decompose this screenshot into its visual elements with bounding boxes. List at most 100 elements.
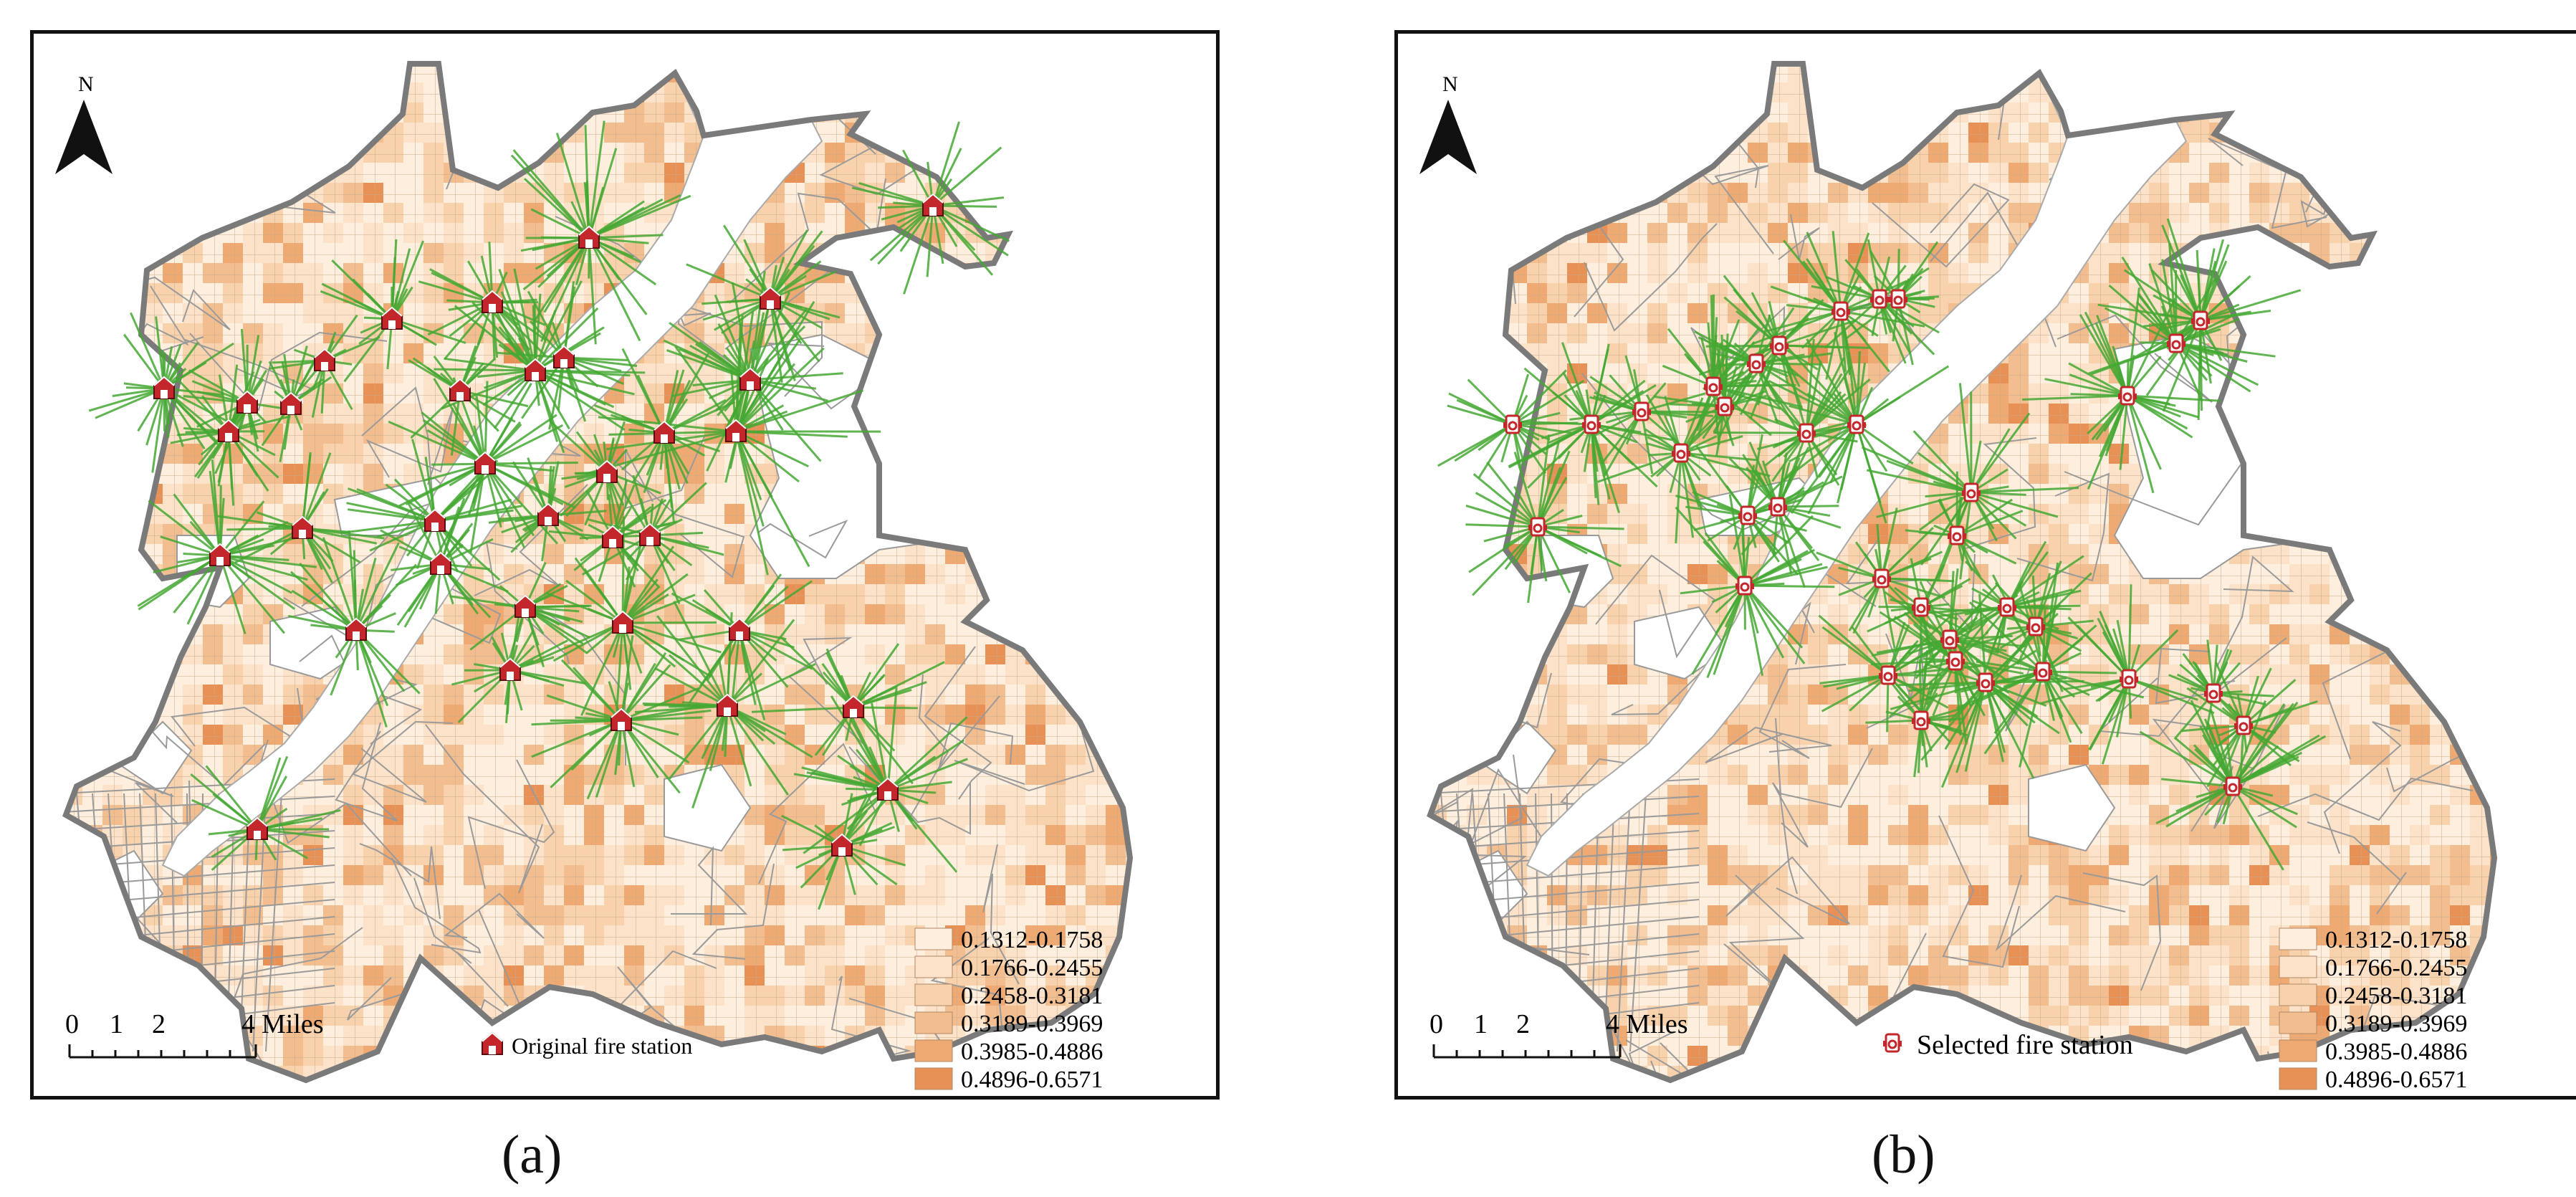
legend-label: 0.3985-0.4886 — [2325, 1039, 2467, 1065]
scale-tick-2: 2 — [1516, 1009, 1530, 1039]
scale-tick-3: 4 — [1606, 1009, 1619, 1039]
fire-hydrant-icon — [2026, 616, 2045, 636]
fire-station-house-icon — [345, 617, 367, 641]
fire-station-house-icon — [725, 419, 747, 442]
fire-station-house-icon — [430, 551, 451, 575]
fire-hydrant-icon — [1872, 568, 1891, 588]
fire-stations-a — [153, 193, 944, 857]
station-legend-label: Original fire station — [512, 1033, 692, 1059]
scale-tick-3: 4 — [241, 1009, 255, 1039]
fire-hydrant-icon — [1704, 376, 1723, 396]
north-arrow: N — [55, 72, 112, 174]
fire-hydrant-icon — [2204, 683, 2223, 703]
scale-tick-0: 0 — [1430, 1009, 1443, 1039]
fire-stations-b — [1503, 289, 2253, 796]
fire-station-house-icon — [602, 525, 623, 548]
fire-station-house-icon — [578, 225, 600, 249]
fire-hydrant-icon — [1747, 353, 1766, 373]
north-arrow-icon — [55, 100, 112, 174]
fire-hydrant-icon — [1770, 335, 1789, 356]
fire-station-house-icon — [537, 502, 559, 526]
fire-hydrant-icon — [1912, 597, 1930, 617]
fire-hydrant-icon — [1946, 651, 1965, 671]
fire-hydrant-icon — [1797, 423, 1816, 443]
fire-station-house-icon — [280, 391, 302, 415]
fire-hydrant-icon — [1940, 629, 1959, 649]
legend-swatch — [914, 1067, 953, 1090]
fire-hydrant-icon — [1715, 396, 1734, 416]
scale-tick-2: 2 — [152, 1009, 166, 1039]
fire-station-house-icon — [612, 610, 633, 634]
legend-label: 0.2458-0.3181 — [961, 983, 1103, 1009]
fire-station-house-icon — [739, 367, 761, 391]
legend-label: 0.3985-0.4886 — [961, 1039, 1103, 1065]
study-area-boundary — [1427, 61, 2498, 1084]
north-arrow: N — [1419, 72, 1477, 174]
density-legend: 0.1312-0.17580.1766-0.24550.2458-0.31810… — [2279, 927, 2467, 1093]
scale-tick-0: 0 — [65, 1009, 79, 1039]
legend-swatch — [914, 983, 953, 1006]
fire-station-house-icon — [449, 378, 471, 401]
north-arrow-icon — [1419, 100, 1477, 174]
legend-swatch — [914, 1039, 953, 1062]
panel-caption-b: (b) — [1872, 1125, 1935, 1185]
scale-bar-line — [1432, 1044, 1622, 1059]
fire-hydrant-icon — [1738, 505, 1757, 525]
fire-station-house-icon — [553, 345, 575, 368]
fire-station-house-icon — [424, 508, 446, 532]
fire-station-house-icon — [482, 1031, 503, 1055]
station-legend-label: Selected fire station — [1917, 1030, 2133, 1060]
map-panel-a: N 0 1 2 4 Miles Original fire station 0.… — [30, 30, 1220, 1100]
fire-station-house-icon — [209, 543, 231, 566]
fire-hydrant-icon — [1998, 597, 2016, 617]
fire-hydrant-icon — [1976, 672, 1995, 692]
legend-swatch — [2279, 983, 2317, 1006]
yangtze-river — [1526, 72, 2188, 877]
scale-bar: 0 1 2 4 Miles — [65, 1009, 324, 1059]
fire-station-house-icon — [218, 419, 239, 442]
fire-hydrant-icon — [1632, 401, 1651, 421]
fire-station-house-icon — [246, 816, 268, 840]
fire-station-house-icon — [717, 693, 738, 717]
north-label: N — [1442, 72, 1458, 96]
fire-station-house-icon — [639, 523, 661, 546]
fire-hydrant-icon — [2223, 776, 2242, 796]
legend-swatch — [2279, 1067, 2317, 1090]
density-legend: 0.1312-0.17580.1766-0.24550.2458-0.31810… — [914, 927, 1103, 1093]
scale-tick-1: 1 — [1474, 1009, 1488, 1039]
fire-hydrant-icon — [1847, 414, 1866, 434]
station-legend: Original fire station — [482, 1031, 692, 1059]
legend-label: 0.4896-0.6571 — [961, 1067, 1103, 1093]
fire-hydrant-icon — [1672, 443, 1690, 463]
fire-station-house-icon — [474, 451, 496, 474]
legend-label: 0.2458-0.3181 — [2325, 983, 2467, 1009]
fire-station-house-icon — [596, 459, 618, 483]
fire-station-house-icon — [729, 617, 750, 641]
fire-station-house-icon — [760, 286, 781, 310]
map-panel-b: N 0 1 2 4 Miles Selected fire station 0.… — [1394, 30, 2576, 1100]
fire-station-house-icon — [499, 657, 521, 681]
fire-hydrant-icon — [2120, 669, 2138, 689]
panel-caption-a: (a) — [502, 1125, 562, 1185]
fire-station-house-icon — [381, 306, 403, 330]
fire-station-house-icon — [525, 358, 546, 381]
legend-label: 0.4896-0.6571 — [2325, 1067, 2467, 1093]
fire-hydrant-icon — [2191, 310, 2210, 330]
legend-label: 0.1766-0.2455 — [961, 955, 1103, 981]
fire-station-house-icon — [611, 707, 632, 731]
north-label: N — [78, 72, 94, 96]
fire-station-house-icon — [153, 376, 175, 399]
legend-label: 0.1312-0.1758 — [2325, 927, 2467, 953]
fire-station-house-icon — [514, 594, 536, 618]
fire-hydrant-icon — [2118, 386, 2137, 406]
scale-unit: Miles — [1626, 1009, 1688, 1039]
fire-hydrant-icon — [1503, 414, 1522, 434]
fire-station-house-icon — [843, 695, 864, 718]
legend-swatch — [914, 1011, 953, 1034]
map-svg-b: N 0 1 2 4 Miles Selected fire station 0.… — [1419, 61, 2498, 1093]
fire-hydrant-icon — [1582, 414, 1601, 434]
scale-bar-line — [68, 1044, 257, 1059]
fire-hydrant-icon — [2167, 333, 2185, 353]
legend-swatch — [2279, 955, 2317, 978]
legend-label: 0.3189-0.3969 — [961, 1011, 1103, 1037]
